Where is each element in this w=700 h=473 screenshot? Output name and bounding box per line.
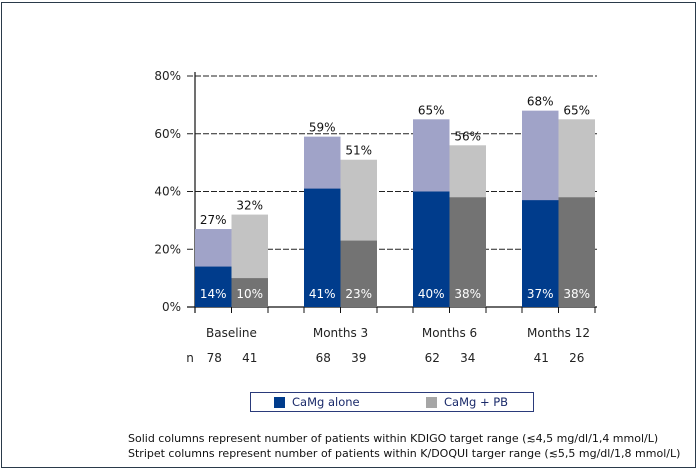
data-label-kdoqi: 27% — [200, 213, 227, 227]
data-label-kdigo: 41% — [309, 287, 336, 301]
data-label-kdigo: 14% — [200, 287, 227, 301]
bar-kdigo — [231, 278, 268, 307]
legend-swatch-camg-pb — [426, 397, 437, 408]
legend-label-camg-pb: CaMg + PB — [444, 395, 509, 409]
category-label: Months 12 — [527, 326, 590, 340]
n-value: 26 — [569, 351, 584, 365]
bar-kdigo — [558, 197, 595, 307]
bar-kdigo — [340, 240, 377, 307]
y-tick-label: 0% — [162, 300, 181, 314]
data-label-kdigo: 38% — [563, 287, 590, 301]
data-label-kdoqi: 51% — [345, 144, 372, 158]
data-label-kdigo: 37% — [527, 287, 554, 301]
legend: CaMg alone CaMg + PB — [250, 392, 534, 412]
figure-frame — [1, 2, 696, 468]
y-tick-label: 60% — [154, 127, 181, 141]
y-tick-label: 80% — [154, 69, 181, 83]
data-label-kdoqi: 32% — [236, 199, 263, 213]
n-value: 41 — [534, 351, 549, 365]
data-label-kdigo: 10% — [236, 287, 263, 301]
legend-swatch-camg-alone — [274, 397, 285, 408]
note-kdoqi: Stripet columns represent number of pati… — [128, 447, 681, 460]
n-value: 62 — [425, 351, 440, 365]
data-label-kdoqi: 65% — [563, 103, 590, 117]
bar-kdigo — [449, 197, 486, 307]
n-value: 41 — [242, 351, 257, 365]
category-label: Baseline — [206, 326, 257, 340]
bar-kdigo — [413, 191, 450, 307]
n-value: 78 — [207, 351, 222, 365]
category-label: Months 6 — [422, 326, 477, 340]
legend-label-camg-alone: CaMg alone — [292, 395, 360, 409]
data-label-kdigo: 38% — [454, 287, 481, 301]
n-value: 68 — [316, 351, 331, 365]
data-label-kdigo: 23% — [345, 287, 372, 301]
n-label: n — [186, 351, 194, 365]
bar-kdigo — [304, 188, 341, 307]
data-label-kdigo: 40% — [418, 287, 445, 301]
y-tick-label: 40% — [154, 185, 181, 199]
y-tick-label: 20% — [154, 242, 181, 256]
data-label-kdoqi: 56% — [454, 129, 481, 143]
n-value: 39 — [351, 351, 366, 365]
note-kdigo: Solid columns represent number of patien… — [128, 432, 659, 445]
data-label-kdoqi: 65% — [418, 103, 445, 117]
data-label-kdoqi: 59% — [309, 121, 336, 135]
n-value: 34 — [460, 351, 475, 365]
data-label-kdoqi: 68% — [527, 95, 554, 109]
category-label: Months 3 — [313, 326, 368, 340]
bar-kdigo — [195, 266, 232, 307]
bar-kdigo — [522, 200, 559, 307]
